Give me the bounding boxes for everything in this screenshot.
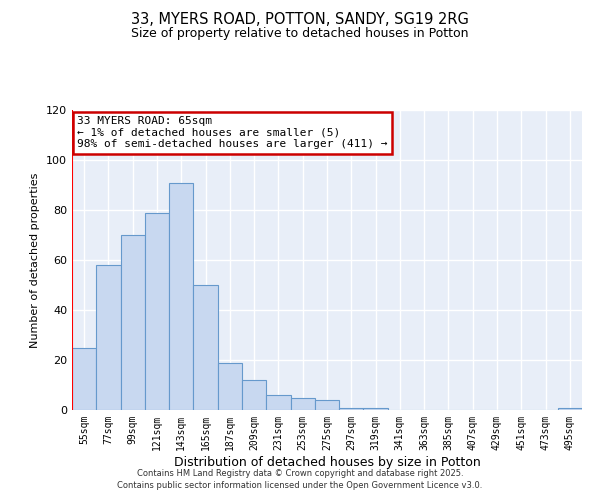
Bar — [364, 408, 388, 410]
Text: 33 MYERS ROAD: 65sqm
← 1% of detached houses are smaller (5)
98% of semi-detache: 33 MYERS ROAD: 65sqm ← 1% of detached ho… — [77, 116, 388, 149]
Text: 33, MYERS ROAD, POTTON, SANDY, SG19 2RG: 33, MYERS ROAD, POTTON, SANDY, SG19 2RG — [131, 12, 469, 28]
Bar — [145, 212, 169, 410]
Bar — [121, 235, 145, 410]
Bar — [169, 182, 193, 410]
Bar — [290, 398, 315, 410]
Bar — [315, 400, 339, 410]
Bar — [96, 265, 121, 410]
X-axis label: Distribution of detached houses by size in Potton: Distribution of detached houses by size … — [173, 456, 481, 468]
Text: Contains HM Land Registry data © Crown copyright and database right 2025.: Contains HM Land Registry data © Crown c… — [137, 468, 463, 477]
Y-axis label: Number of detached properties: Number of detached properties — [31, 172, 40, 348]
Bar — [242, 380, 266, 410]
Bar — [218, 362, 242, 410]
Bar — [72, 348, 96, 410]
Bar — [193, 285, 218, 410]
Bar — [266, 395, 290, 410]
Text: Contains public sector information licensed under the Open Government Licence v3: Contains public sector information licen… — [118, 481, 482, 490]
Bar — [339, 408, 364, 410]
Text: Size of property relative to detached houses in Potton: Size of property relative to detached ho… — [131, 28, 469, 40]
Bar — [558, 408, 582, 410]
